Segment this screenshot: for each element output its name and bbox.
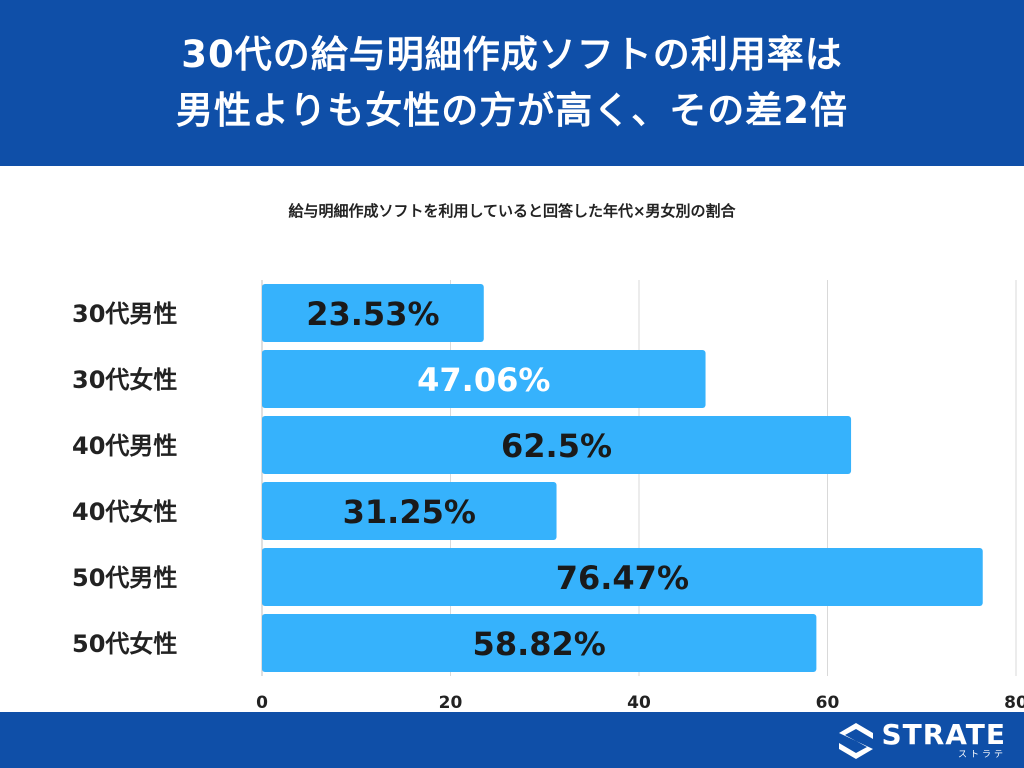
title-line-1: 30代の給与明細作成ソフトの利用率は bbox=[181, 33, 843, 76]
bar-chart: 0 20 40 60 80 30代男性 23.53% 30代女性 47.06% 40代男性 62.5… bbox=[72, 280, 1024, 712]
data-label: 62.5% bbox=[501, 427, 612, 465]
data-label: 23.53% bbox=[306, 295, 439, 333]
category-label: 50代女性 bbox=[72, 630, 177, 658]
bar bbox=[262, 548, 983, 606]
category-label: 40代男性 bbox=[72, 432, 177, 460]
chart-title: 給与明細作成ソフトを利用していると回答した年代×男女別の割合 bbox=[288, 202, 736, 220]
category-label: 30代女性 bbox=[72, 366, 177, 394]
strate-s-logo-icon bbox=[839, 722, 874, 759]
bar bbox=[262, 614, 817, 672]
strate-logo: STRATE ストラテ bbox=[839, 720, 1006, 761]
data-label: 47.06% bbox=[417, 361, 550, 399]
bar bbox=[262, 284, 484, 342]
x-tick-label: 0 bbox=[256, 693, 268, 712]
x-tick-label: 60 bbox=[816, 693, 840, 712]
data-label: 58.82% bbox=[473, 625, 606, 663]
footer-banner: STRATE ストラテ bbox=[0, 712, 1024, 768]
x-tick-label: 40 bbox=[627, 693, 651, 712]
data-label: 76.47% bbox=[556, 559, 689, 597]
x-tick-label: 80 bbox=[1004, 693, 1024, 712]
title-line-2: 男性よりも女性の方が高く、その差2倍 bbox=[175, 89, 848, 132]
logo-wordmark: STRATE bbox=[881, 718, 1006, 751]
data-label: 31.25% bbox=[343, 493, 476, 531]
x-tick-label: 20 bbox=[439, 693, 463, 712]
bar bbox=[262, 482, 557, 540]
bar bbox=[262, 350, 706, 408]
bar bbox=[262, 416, 852, 474]
category-label: 50代男性 bbox=[72, 564, 177, 592]
category-label: 40代女性 bbox=[72, 498, 177, 526]
title-banner: 30代の給与明細作成ソフトの利用率は 男性よりも女性の方が高く、その差2倍 bbox=[0, 0, 1024, 166]
category-label: 30代男性 bbox=[72, 300, 177, 328]
logo-katakana: ストラテ bbox=[957, 750, 1006, 760]
